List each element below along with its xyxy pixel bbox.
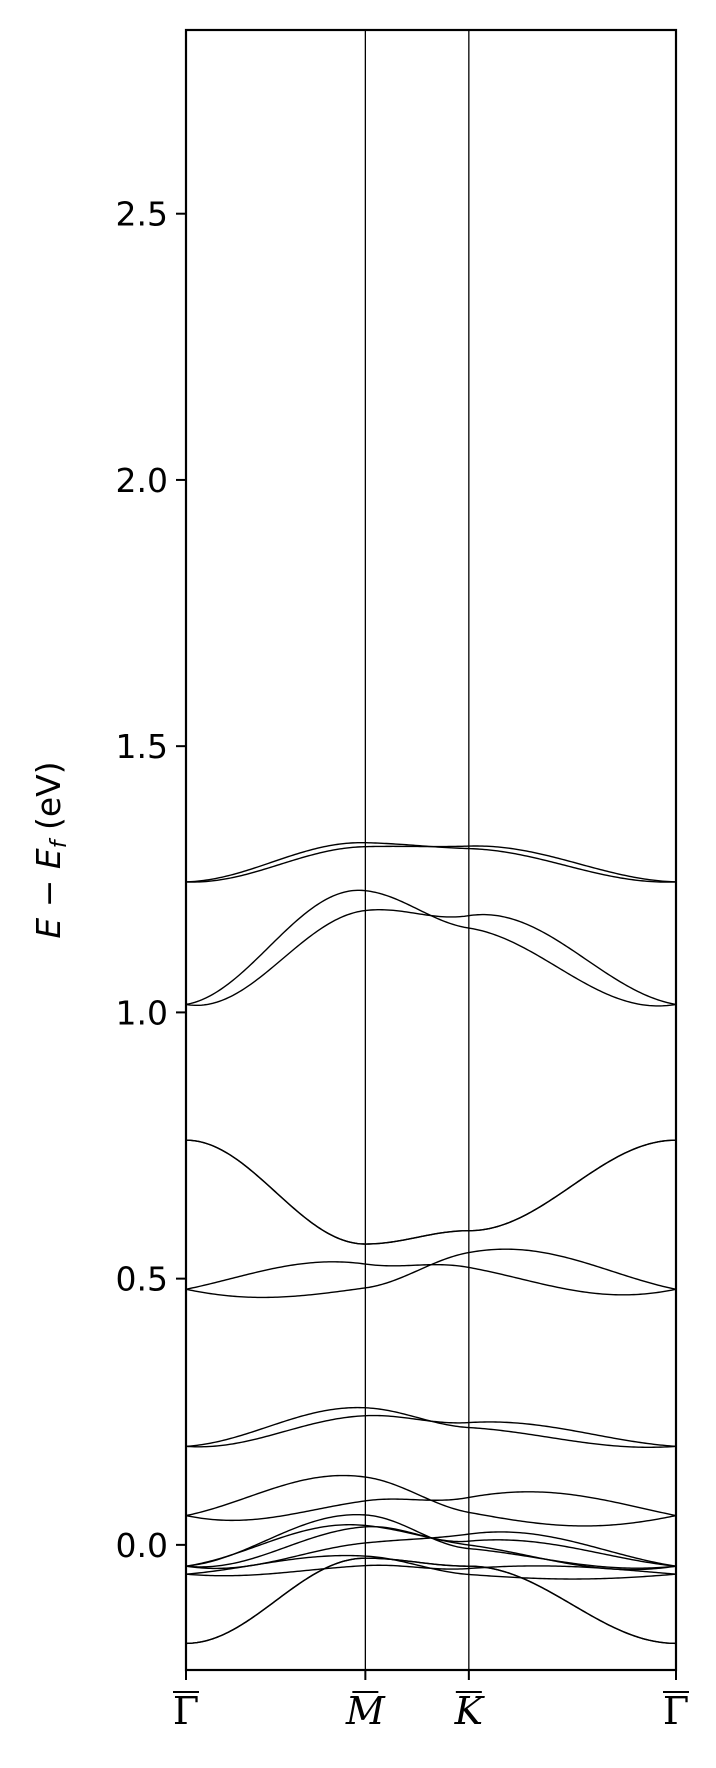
y-axis-label: E − Ef (eV) <box>29 761 72 938</box>
y-tick-label: 1.0 <box>116 993 168 1032</box>
band-line-18 <box>185 909 677 1007</box>
kpoint-label-3: K <box>454 1689 486 1733</box>
band-line-2 <box>185 1557 677 1645</box>
band-line-12 <box>185 1414 677 1448</box>
y-tick-label: 2.0 <box>116 461 168 500</box>
kpoint-label-4: Γ <box>663 1689 689 1733</box>
plot-background <box>186 30 676 1670</box>
kpoint-label-1: Γ <box>173 1689 199 1733</box>
y-tick-label: 1.5 <box>116 727 168 766</box>
y-label-unit: (eV) <box>29 761 68 840</box>
y-tick-label: 0.5 <box>116 1260 168 1299</box>
bands-group <box>185 841 677 1645</box>
band-line-20 <box>185 845 677 883</box>
y-tick-label: 2.5 <box>116 195 168 234</box>
y-axis-ticks: 0.0 0.5 1.0 1.5 2.0 2.5 <box>116 195 186 1565</box>
band-line-10 <box>185 1491 677 1522</box>
y-label-subscript: f <box>47 837 72 848</box>
band-line-8 <box>185 1525 677 1568</box>
band-line-16 <box>185 1139 677 1245</box>
y-label-Ef: E <box>29 848 68 869</box>
kpoint-label-2: M <box>345 1689 386 1733</box>
kpoint-lines <box>364 30 470 1670</box>
y-label-E: E <box>29 918 68 939</box>
plot-frame <box>184 28 678 1672</box>
y-tick-label: 0.0 <box>116 1526 168 1565</box>
y-label-minus: − <box>29 869 68 918</box>
band-line-14 <box>185 1248 677 1299</box>
